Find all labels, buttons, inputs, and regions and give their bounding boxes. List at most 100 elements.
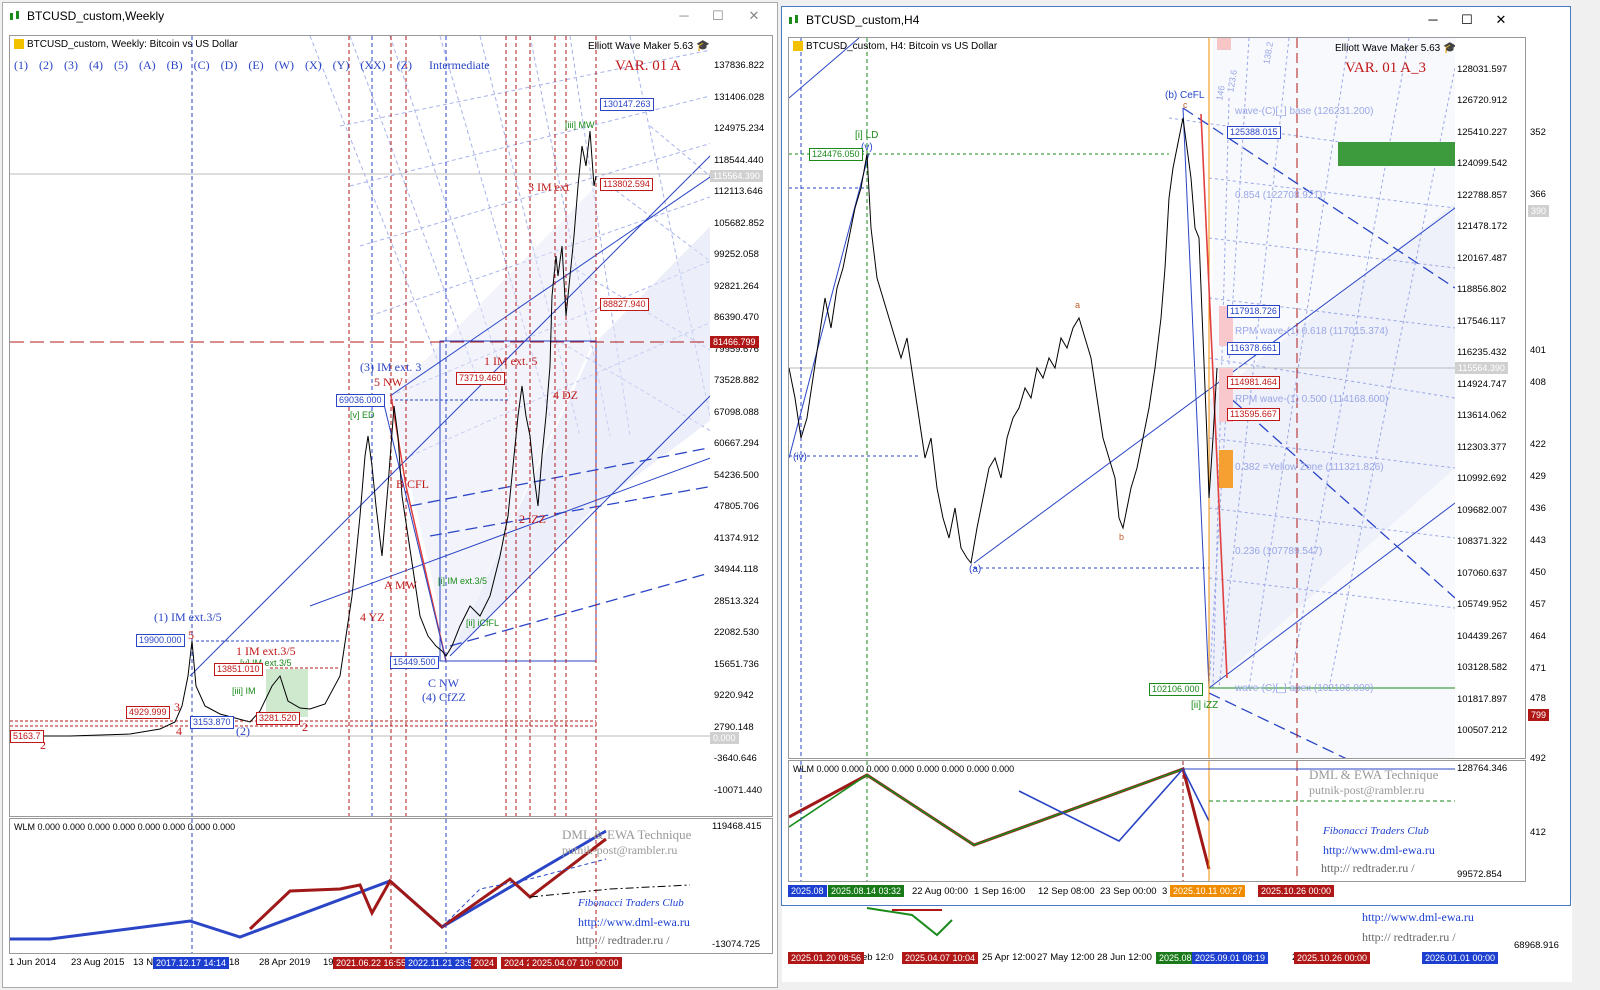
h4-chart-header: BTCUSD_custom, H4: Bitcoin vs US Dollar [793, 41, 997, 52]
degree-button-c[interactable]: (C) [193, 58, 210, 72]
h4-url-2[interactable]: http:// redtrader.ru / [1321, 861, 1415, 875]
h4-axis-label-18: 105749.952 [1457, 599, 1508, 610]
wave-label-iii-mw: [iii] MW [565, 120, 595, 130]
degree-button-b[interactable]: (B) [166, 58, 183, 72]
degree-button-x[interactable]: (X) [305, 58, 322, 72]
time-label-5: 28 Apr 2019 [259, 957, 311, 968]
h4-time-label-3: 12 Sep 08:00 [1038, 886, 1095, 897]
h4-titlebar[interactable]: BTCUSD_custom,H4 ─ ☐ ✕ [782, 7, 1570, 33]
h4-wave-iv: (iv) [793, 452, 807, 463]
axis-label-2: 131406.028 [714, 92, 765, 103]
bg-time-box-5: 2025.10.26 00:00 [1294, 952, 1371, 964]
weekly-watermark-2: putnik-post@rambler.ru [562, 843, 678, 857]
maximize-button[interactable]: ☐ [1461, 12, 1473, 27]
h4-time-label-4: 23 Sep 00:00 [1100, 886, 1157, 897]
h4-chart-window[interactable]: BTCUSD_custom,H4 ─ ☐ ✕ [781, 6, 1571, 906]
background-indicator-lines [866, 907, 953, 937]
wave-label-imext35: (1) IM ext.3/5 [154, 610, 222, 624]
price-box-13851: 13851.010 [214, 663, 263, 676]
axis-label-19: 22082.530 [714, 627, 759, 638]
axis-label-13: 60667.294 [714, 438, 759, 449]
h4-axis-label-15: 109682.007 [1457, 505, 1508, 516]
h4-axis-label-12: 113614.062 [1457, 410, 1507, 421]
h4-axis-label-19: 104439.267 [1457, 631, 1508, 642]
weekly-main-chart[interactable]: BTCUSD_custom, Weekly: Bitcoin vs US Dol… [9, 35, 773, 817]
degree-button-a[interactable]: (A) [139, 58, 156, 72]
edge-tag-390: 390 [1528, 205, 1550, 217]
h4-time-axis: 2025.08 2025.08.14 03:32 22 Aug 00:00 1 … [788, 883, 1526, 903]
axis-label-10: 79959.676 [714, 344, 759, 355]
axis-label-9: 86390.470 [714, 312, 759, 323]
current-price-tag: 115564.390 [710, 170, 763, 182]
h4-time-box-1: 2025.08 [788, 885, 827, 897]
h4-main-chart[interactable]: BTCUSD_custom, H4: Bitcoin vs US Dollar … [788, 37, 1526, 759]
graduation-cap-icon[interactable]: 🎓 [696, 40, 710, 52]
axis-label-7: 99252.058 [714, 249, 759, 260]
degree-button-z[interactable]: (Z) [396, 58, 412, 72]
degree-label[interactable]: Intermediate [429, 58, 490, 72]
minimize-button[interactable]: ─ [679, 8, 689, 23]
degree-button-w[interactable]: (W) [274, 58, 294, 72]
edge-label-11: 464 [1530, 631, 1546, 642]
price-box-69036: 69036.000 [336, 394, 385, 407]
bg-url2[interactable]: http:// redtrader.ru / [1362, 930, 1456, 944]
time-label-1: 1 Jun 2014 [9, 957, 57, 968]
weekly-club-label: Fibonacci Traders Club [578, 897, 684, 909]
weekly-indicator-panel[interactable]: WLM 0.000 0.000 0.000 0.000 0.000 0.000 … [9, 818, 773, 954]
fib-label-base: wave-(C)[_] base (126231.200) [1235, 106, 1374, 117]
edge-price-axis: 352 366 390 401 408 422 429 436 443 450 … [1528, 37, 1570, 887]
bg-time-3: 27 May 12:00 [1037, 952, 1095, 963]
h4-axis-label-3: 125410.227 [1457, 127, 1508, 138]
h4-axis-label-4: 124099.542 [1457, 158, 1508, 169]
edge-label-2: 366 [1530, 189, 1546, 200]
h4-current-price-tag: 115564.390 [1455, 362, 1508, 374]
bg-url1[interactable]: http://www.dml-ewa.ru [1362, 910, 1474, 924]
edge-label-15: 412 [1530, 827, 1546, 838]
graduation-cap-icon[interactable]: 🎓 [1443, 42, 1457, 54]
bg-time-box-2: 2025.04.07 10:04 [902, 952, 979, 964]
maximize-button[interactable]: ☐ [712, 8, 724, 23]
wave-label-1imext5: 1 IM ext. 5 [484, 354, 538, 368]
degree-button-3[interactable]: (3) [64, 58, 78, 72]
degree-button-4[interactable]: (4) [89, 58, 103, 72]
fib-label-236: 0.236 (107789.547) [1235, 546, 1323, 557]
weekly-plugin-label: Elliott Wave Maker 5.63 🎓 [588, 39, 710, 52]
fib-label-apex: wave-(C)[_] apex (102106.000) [1235, 683, 1374, 694]
degree-button-y[interactable]: (Y) [332, 58, 350, 72]
degree-button-e[interactable]: (E) [248, 58, 264, 72]
weekly-chart-header: BTCUSD_custom, Weekly: Bitcoin vs US Dol… [14, 39, 238, 50]
time-label-2: 23 Aug 2015 [71, 957, 125, 968]
degree-button-d[interactable]: (D) [220, 58, 238, 72]
wave-num-3: 3 [174, 700, 180, 714]
degree-button-xx[interactable]: (XX) [360, 58, 386, 72]
h4-price-124476: 124476.050 [809, 148, 863, 161]
degree-button-5[interactable]: (5) [114, 58, 128, 72]
h4-wave-cefl: (b) CeFL [1165, 90, 1205, 101]
axis-label-6: 105682.852 [714, 218, 765, 229]
axis-label-3: 124975.234 [714, 123, 765, 134]
minimize-button[interactable]: ─ [1428, 12, 1438, 27]
bg-time-box-6: 2026.01.01 00:00 [1422, 952, 1499, 964]
weekly-url-1[interactable]: http://www.dml-ewa.ru [578, 915, 690, 929]
price-box-88827: 88827.940 [600, 298, 649, 311]
wave-label-bcfl: B CFL [396, 477, 430, 491]
plugin-text: Elliott Wave Maker 5.63 [1335, 43, 1441, 54]
weekly-variant: VAR. 01 A [615, 58, 681, 74]
close-button[interactable]: ✕ [748, 8, 760, 23]
degree-button-1[interactable]: (1) [14, 58, 28, 72]
h4-wave-v: (v) [861, 142, 873, 153]
weekly-chart-window[interactable]: BTCUSD_custom,Weekly ─ ☐ ✕ [2, 2, 778, 988]
bg-time-box-4: 2025.09.01 08:19 [1192, 952, 1269, 964]
h4-indicator-panel[interactable]: WLM 0.000 0.000 0.000 0.000 0.000 0.000 … [788, 760, 1526, 882]
price-box-3153: 3153.870 [190, 716, 234, 729]
weekly-url-2[interactable]: http:// redtrader.ru / [576, 933, 670, 947]
close-button[interactable]: ✕ [1495, 12, 1507, 27]
h4-url-1[interactable]: http://www.dml-ewa.ru [1323, 843, 1435, 857]
h4-watermark-2: putnik-post@rambler.ru [1309, 783, 1425, 797]
h4-axis-label-21: 101817.897 [1457, 694, 1508, 705]
weekly-indicator-axis-top: 119468.415 [712, 821, 762, 832]
degree-button-2[interactable]: (2) [39, 58, 53, 72]
price-box-73719: 73719.460 [456, 372, 505, 385]
weekly-titlebar[interactable]: BTCUSD_custom,Weekly ─ ☐ ✕ [3, 3, 777, 29]
h4-chart-drawing [789, 38, 1525, 758]
